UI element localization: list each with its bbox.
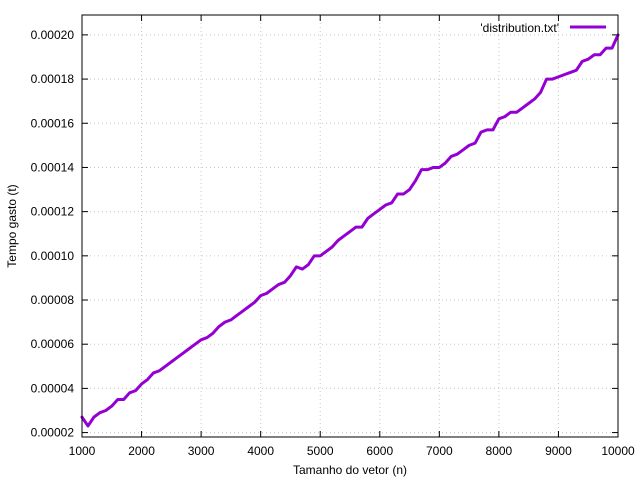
- y-tick-label: 0.00010: [31, 249, 75, 263]
- x-tick-label: 3000: [188, 444, 215, 458]
- series-layer: [80, 33, 620, 428]
- y-axis-label: Tempo gasto (t): [5, 184, 19, 267]
- x-tick-label: 5000: [307, 444, 334, 458]
- x-tick-label: 10000: [601, 444, 635, 458]
- legend: 'distribution.txt': [480, 21, 606, 35]
- axis-ticks: 1000 2000 3000 4000 5000 6000 7000 8000 9000 1000…: [31, 15, 635, 458]
- x-tick-label: 4000: [247, 444, 274, 458]
- x-tick-label: 1000: [69, 444, 96, 458]
- y-tick-label: 0.00008: [31, 293, 75, 307]
- x-tick-label: 8000: [486, 444, 513, 458]
- x-tick-label: 9000: [545, 444, 572, 458]
- y-tick-label: 0.00012: [31, 205, 75, 219]
- grid-lines: [82, 15, 618, 437]
- y-tick-label: 0.00014: [31, 160, 75, 174]
- y-tick-label: 0.00018: [31, 72, 75, 86]
- y-tick-label: 0.00006: [31, 337, 75, 351]
- x-tick-label: 7000: [426, 444, 453, 458]
- y-tick-label: 0.00016: [31, 116, 75, 130]
- y-tick-label: 0.00004: [31, 381, 75, 395]
- y-tick-label: 0.00020: [31, 28, 75, 42]
- plot-frame: [81, 14, 619, 438]
- x-tick-label: 2000: [128, 444, 155, 458]
- series-line: [80, 33, 620, 428]
- y-tick-label: 0.00002: [31, 426, 75, 440]
- x-tick-label: 6000: [366, 444, 393, 458]
- x-axis-label: Tamanho do vetor (n): [293, 463, 407, 477]
- legend-label: 'distribution.txt': [480, 21, 559, 35]
